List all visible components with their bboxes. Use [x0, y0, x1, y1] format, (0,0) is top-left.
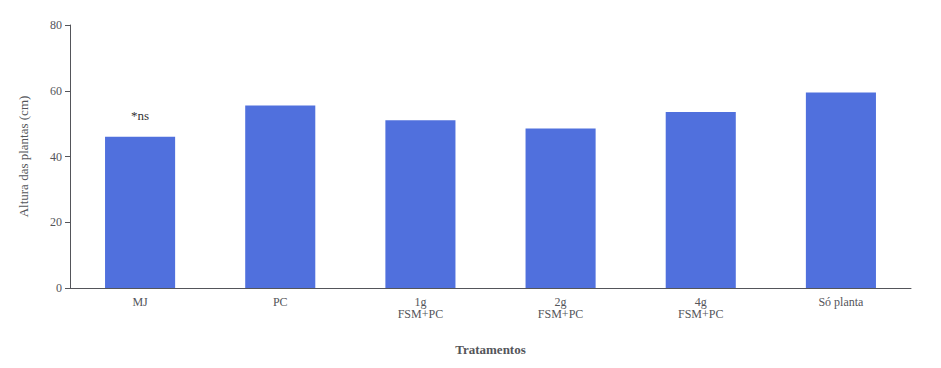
svg-text:FSM+PC: FSM+PC	[678, 307, 723, 321]
svg-text:MJ: MJ	[132, 295, 148, 309]
svg-text:4g: 4g	[694, 295, 707, 309]
svg-text:1g: 1g	[414, 295, 427, 309]
svg-text:*ns: *ns	[131, 108, 149, 123]
svg-text:Só planta: Só planta	[818, 295, 864, 309]
svg-text:60: 60	[50, 84, 62, 98]
svg-text:FSM+PC: FSM+PC	[538, 307, 583, 321]
svg-text:FSM+PC: FSM+PC	[398, 307, 443, 321]
svg-text:40: 40	[50, 150, 62, 164]
svg-text:2g: 2g	[554, 295, 567, 309]
svg-text:Tratamentos: Tratamentos	[455, 342, 526, 357]
svg-text:20: 20	[50, 215, 62, 229]
svg-text:80: 80	[50, 18, 62, 32]
svg-text:0: 0	[56, 281, 62, 295]
svg-text:PC: PC	[273, 295, 288, 309]
svg-text:Altura das plantas (cm): Altura das plantas (cm)	[16, 96, 31, 218]
